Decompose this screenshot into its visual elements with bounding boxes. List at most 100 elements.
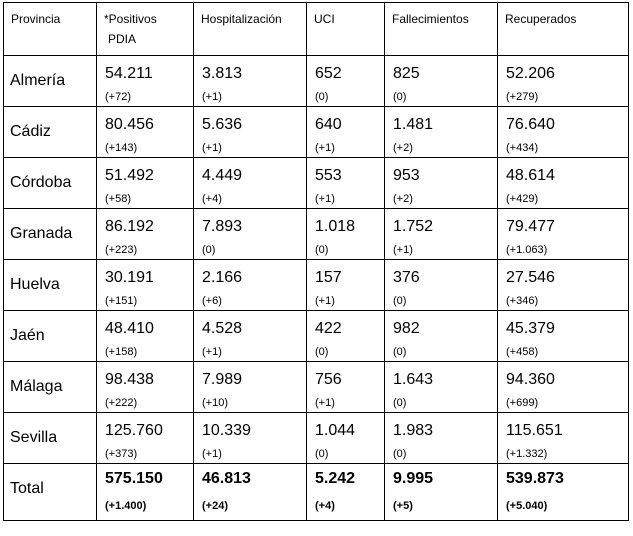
hosp-delta: (+24): [202, 500, 228, 512]
rec-cell: 45.379 (+458): [497, 310, 629, 362]
hosp-value: 46.813: [202, 470, 251, 487]
fall-value: 1.481: [393, 116, 434, 133]
hosp-value: 5.636: [202, 116, 243, 133]
uci-delta: (+1): [315, 193, 335, 205]
hosp-value: 4.449: [202, 167, 243, 184]
rec-cell: 76.640 (+434): [497, 106, 629, 158]
fall-cell: 982 (0): [384, 310, 498, 362]
uci-cell: 553 (+1): [306, 157, 385, 209]
table-row: Almería 54.211 (+72) 3.813 (+1) 652 (0) 825 (0) 5…: [3, 55, 629, 107]
rec-delta: (+699): [506, 397, 539, 409]
fall-delta: (0): [393, 295, 407, 307]
rec-cell: 48.614 (+429): [497, 157, 629, 209]
fall-delta: (+5): [393, 500, 413, 512]
rec-cell: 79.477 (+1.063): [497, 208, 629, 260]
province-cell: Granada: [3, 208, 97, 260]
fall-value: 825: [393, 65, 420, 82]
rec-cell: 52.206 (+279): [497, 55, 629, 107]
rec-delta: (+5.040): [506, 500, 548, 512]
fall-cell: 1.752 (+1): [384, 208, 498, 260]
hosp-value: 7.989: [202, 371, 243, 388]
uci-delta: (0): [315, 346, 329, 358]
fall-cell: 953 (+2): [384, 157, 498, 209]
fall-cell: 1.983 (0): [384, 412, 498, 464]
fall-delta: (+2): [393, 193, 413, 205]
rec-value: 539.873: [506, 470, 564, 487]
hosp-cell: 2.166 (+6): [193, 259, 307, 311]
positivos-value: 51.492: [105, 167, 154, 184]
uci-value: 652: [315, 65, 342, 82]
rec-value: 115.651: [506, 422, 563, 439]
fall-delta: (0): [393, 448, 407, 460]
positivos-cell: 86.192 (+223): [96, 208, 194, 260]
positivos-delta: (+223): [105, 244, 138, 256]
rec-cell: 115.651 (+1.332): [497, 412, 629, 464]
rec-delta: (+1.332): [506, 448, 548, 460]
hosp-value: 2.166: [202, 269, 243, 286]
rec-value: 48.614: [506, 167, 555, 184]
hosp-delta: (+1): [202, 346, 222, 358]
table-row: Jaén 48.410 (+158) 4.528 (+1) 422 (0) 982 (0) 45.…: [3, 310, 629, 362]
fall-value: 953: [393, 167, 420, 184]
positivos-cell: 575.150 (+1.400): [96, 463, 194, 521]
positivos-value: 30.191: [105, 269, 154, 286]
uci-cell: 1.044 (0): [306, 412, 385, 464]
positivos-delta: (+373): [105, 448, 138, 460]
province-cell: Cádiz: [3, 106, 97, 158]
uci-cell: 1.018 (0): [306, 208, 385, 260]
header-positivos-line1: *Positivos: [104, 12, 157, 26]
fall-value: 982: [393, 320, 420, 337]
positivos-cell: 54.211 (+72): [96, 55, 194, 107]
positivos-value: 48.410: [105, 320, 154, 337]
fall-delta: (0): [393, 346, 407, 358]
uci-value: 640: [315, 116, 342, 133]
positivos-value: 86.192: [105, 218, 154, 235]
hosp-cell: 10.339 (+1): [193, 412, 307, 464]
positivos-value: 80.456: [105, 116, 154, 133]
positivos-delta: (+72): [105, 91, 131, 103]
uci-cell: 157 (+1): [306, 259, 385, 311]
table-row: Huelva 30.191 (+151) 2.166 (+6) 157 (+1) 376 (0)…: [3, 259, 629, 311]
table-row: Córdoba 51.492 (+58) 4.449 (+4) 553 (+1) 953 (+2…: [3, 157, 629, 209]
uci-cell: 756 (+1): [306, 361, 385, 413]
province-cell: Jaén: [3, 310, 97, 362]
fall-delta: (0): [393, 397, 407, 409]
hosp-cell: 5.636 (+1): [193, 106, 307, 158]
fall-cell: 825 (0): [384, 55, 498, 107]
positivos-delta: (+1.400): [105, 500, 147, 512]
uci-delta: (0): [315, 91, 329, 103]
uci-value: 157: [315, 269, 342, 286]
hosp-delta: (+10): [202, 397, 228, 409]
uci-cell: 422 (0): [306, 310, 385, 362]
hosp-delta: (+4): [202, 193, 222, 205]
uci-delta: (0): [315, 244, 329, 256]
uci-value: 422: [315, 320, 342, 337]
uci-value: 756: [315, 371, 342, 388]
fall-value: 1.752: [393, 218, 434, 235]
positivos-delta: (+222): [105, 397, 138, 409]
province-cell: Sevilla: [3, 412, 97, 464]
hosp-cell: 46.813 (+24): [193, 463, 307, 521]
rec-cell: 27.546 (+346): [497, 259, 629, 311]
positivos-cell: 125.760 (+373): [96, 412, 194, 464]
rec-delta: (+279): [506, 91, 539, 103]
positivos-cell: 30.191 (+151): [96, 259, 194, 311]
hosp-cell: 4.449 (+4): [193, 157, 307, 209]
hosp-cell: 3.813 (+1): [193, 55, 307, 107]
header-fallecimientos: Fallecimientos: [384, 2, 498, 56]
table-row: Cádiz 80.456 (+143) 5.636 (+1) 640 (+1) 1.481 (+…: [3, 106, 629, 158]
province-cell: Almería: [3, 55, 97, 107]
header-row: Provincia *Positivos PDIA Hospitalización…: [3, 2, 629, 56]
fall-delta: (+2): [393, 142, 413, 154]
fall-value: 9.995: [393, 470, 434, 487]
rec-delta: (+1.063): [506, 244, 548, 256]
hosp-cell: 7.893 (0): [193, 208, 307, 260]
fall-cell: 9.995 (+5): [384, 463, 498, 521]
rec-value: 52.206: [506, 65, 555, 82]
hosp-cell: 4.528 (+1): [193, 310, 307, 362]
rec-value: 76.640: [506, 116, 555, 133]
total-row: Total 575.150 (+1.400) 46.813 (+24) 5.242 (…: [3, 463, 629, 521]
hosp-value: 3.813: [202, 65, 243, 82]
uci-delta: (+1): [315, 142, 335, 154]
positivos-cell: 98.438 (+222): [96, 361, 194, 413]
